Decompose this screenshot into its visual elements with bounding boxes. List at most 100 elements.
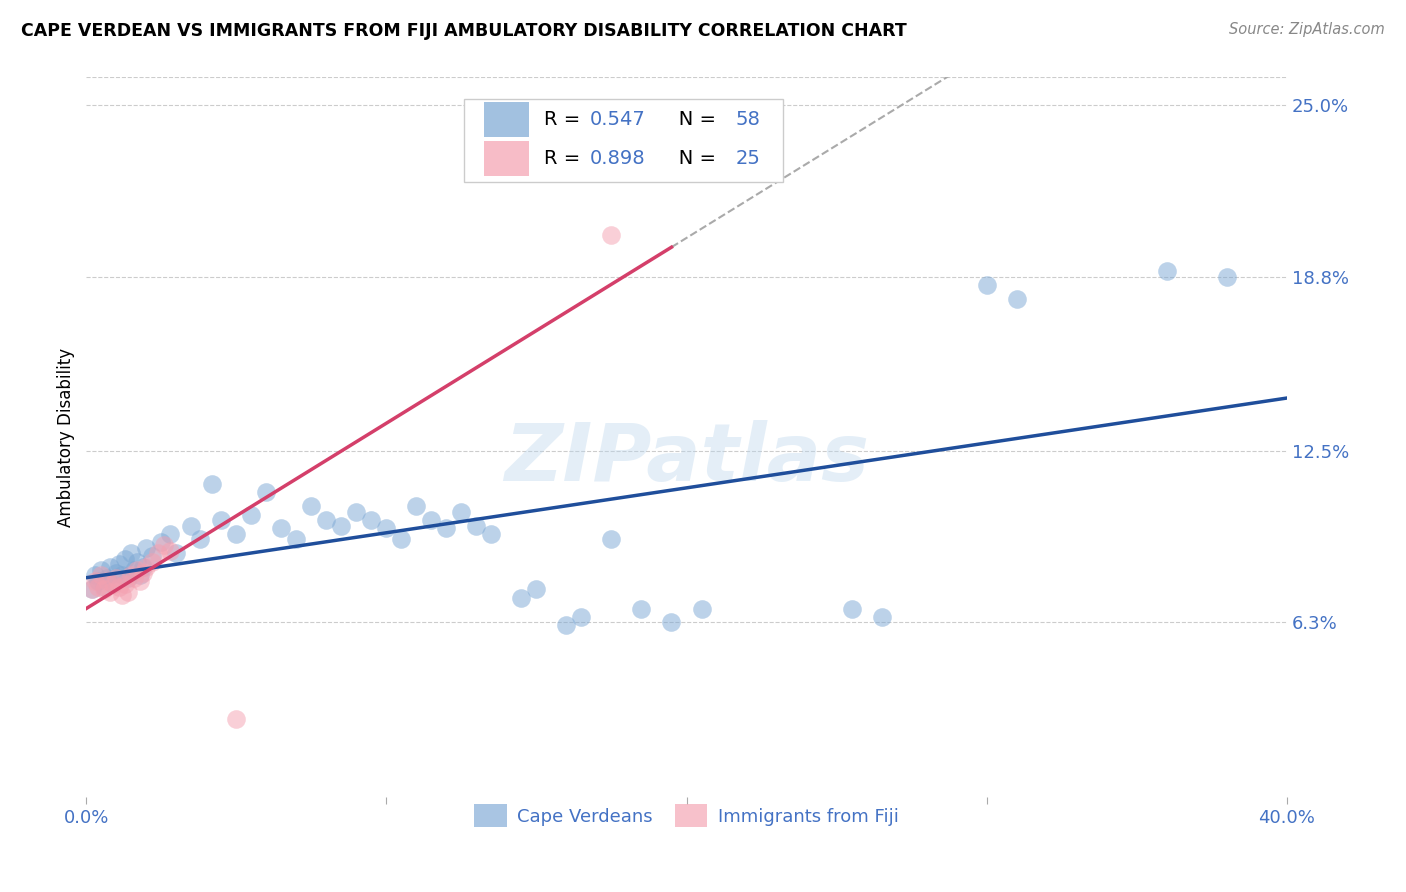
Point	[135, 541, 157, 555]
Point	[870, 610, 893, 624]
FancyBboxPatch shape	[484, 103, 529, 137]
Point	[98, 585, 121, 599]
Point	[159, 527, 181, 541]
Point	[405, 500, 427, 514]
Point	[555, 618, 578, 632]
Point	[108, 580, 131, 594]
Point	[661, 615, 683, 630]
Point	[254, 485, 277, 500]
Text: 25: 25	[735, 149, 761, 168]
Text: N =: N =	[659, 111, 723, 129]
Point	[165, 546, 187, 560]
Point	[90, 568, 112, 582]
Point	[344, 505, 367, 519]
Point	[420, 513, 443, 527]
Point	[105, 571, 128, 585]
Point	[98, 560, 121, 574]
Text: R =: R =	[544, 111, 586, 129]
Point	[690, 601, 713, 615]
Point	[201, 477, 224, 491]
Point	[315, 513, 337, 527]
Point	[93, 582, 115, 597]
Point	[450, 505, 472, 519]
Point	[159, 543, 181, 558]
Text: ZIPatlas: ZIPatlas	[503, 420, 869, 498]
Point	[630, 601, 652, 615]
Point	[90, 563, 112, 577]
Text: R =: R =	[544, 149, 586, 168]
Point	[87, 580, 110, 594]
FancyBboxPatch shape	[464, 99, 783, 182]
Point	[111, 568, 134, 582]
Point	[330, 518, 353, 533]
Point	[299, 500, 322, 514]
Point	[127, 563, 149, 577]
Point	[84, 574, 107, 588]
Legend: Cape Verdeans, Immigrants from Fiji: Cape Verdeans, Immigrants from Fiji	[467, 797, 905, 835]
Point	[465, 518, 488, 533]
Point	[93, 580, 115, 594]
Point	[96, 574, 118, 588]
Point	[141, 555, 163, 569]
Point	[1215, 269, 1237, 284]
Point	[103, 576, 125, 591]
Point	[129, 574, 152, 588]
Point	[132, 566, 155, 580]
Point	[600, 533, 623, 547]
Point	[120, 568, 142, 582]
Point	[87, 574, 110, 588]
Point	[225, 527, 247, 541]
Point	[153, 538, 176, 552]
Point	[117, 585, 139, 599]
Point	[526, 582, 548, 597]
Text: 0.898: 0.898	[589, 149, 645, 168]
Point	[150, 535, 173, 549]
Point	[600, 228, 623, 243]
Text: N =: N =	[659, 149, 723, 168]
Point	[976, 277, 998, 292]
Y-axis label: Ambulatory Disability: Ambulatory Disability	[58, 348, 75, 526]
Point	[240, 508, 263, 522]
Point	[389, 533, 412, 547]
Point	[270, 521, 292, 535]
Point	[105, 566, 128, 580]
Text: Source: ZipAtlas.com: Source: ZipAtlas.com	[1229, 22, 1385, 37]
Point	[285, 533, 308, 547]
Point	[571, 610, 593, 624]
Point	[127, 555, 149, 569]
FancyBboxPatch shape	[484, 141, 529, 176]
Text: 0.547: 0.547	[589, 111, 645, 129]
Point	[135, 560, 157, 574]
Point	[129, 568, 152, 582]
Point	[124, 563, 146, 577]
Point	[132, 560, 155, 574]
Point	[120, 546, 142, 560]
Point	[124, 571, 146, 585]
Point	[114, 552, 136, 566]
Point	[375, 521, 398, 535]
Point	[82, 582, 104, 597]
Point	[111, 588, 134, 602]
Point	[148, 546, 170, 560]
Point	[114, 576, 136, 591]
Point	[209, 513, 232, 527]
Point	[82, 582, 104, 597]
Point	[360, 513, 382, 527]
Point	[108, 558, 131, 572]
Point	[1156, 264, 1178, 278]
Text: 58: 58	[735, 111, 761, 129]
Point	[841, 601, 863, 615]
Point	[84, 568, 107, 582]
Point	[1005, 292, 1028, 306]
Point	[141, 549, 163, 563]
Point	[481, 527, 503, 541]
Point	[225, 712, 247, 726]
Text: CAPE VERDEAN VS IMMIGRANTS FROM FIJI AMBULATORY DISABILITY CORRELATION CHART: CAPE VERDEAN VS IMMIGRANTS FROM FIJI AMB…	[21, 22, 907, 40]
Point	[188, 533, 211, 547]
Point	[180, 518, 202, 533]
Point	[117, 571, 139, 585]
Point	[103, 576, 125, 591]
Point	[436, 521, 458, 535]
Point	[510, 591, 533, 605]
Point	[96, 571, 118, 585]
